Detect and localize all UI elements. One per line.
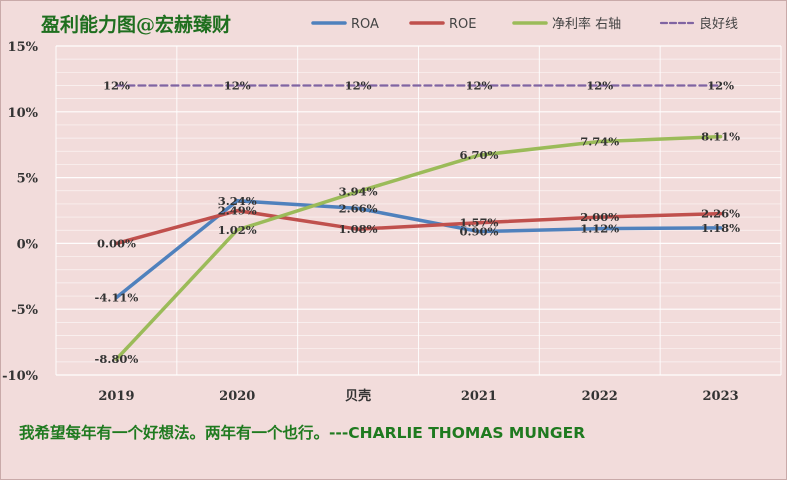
y-tick-label: 15%: [8, 40, 39, 55]
data-label: 0.90%: [459, 225, 498, 239]
chart-title: 盈利能力图@宏赫臻财: [41, 14, 232, 36]
y-tick-label: 0%: [17, 237, 39, 252]
data-label: 2.49%: [218, 204, 257, 218]
x-tick-label: 2020: [219, 389, 255, 404]
data-label: -8.80%: [95, 352, 139, 366]
data-label: 1.02%: [218, 223, 257, 237]
data-labels: -4.11% 3.24% 2.66% 0.90% 1.12% 1.18% 0.00% 2.49…: [95, 78, 741, 366]
data-label: 1.08%: [339, 222, 378, 236]
legend-label: ROA: [351, 17, 379, 32]
legend-label: ROE: [449, 17, 476, 32]
data-label: 6.70%: [459, 148, 498, 162]
data-label: 12%: [586, 78, 613, 92]
x-tick-label: 2023: [702, 389, 738, 404]
data-label: 12%: [465, 78, 492, 92]
data-label: 2.66%: [339, 201, 378, 215]
series-line: [114, 208, 723, 246]
line-chart: 15% 10% 5% 0% -5% -10% 2019 2020 贝壳 2021 2022 2023…: [2, 16, 782, 404]
data-label: 2.26%: [701, 207, 740, 221]
y-axis-ticks: 15% 10% 5% 0% -5% -10%: [2, 40, 38, 384]
data-label: 1.57%: [459, 216, 498, 230]
data-label: 3.24%: [218, 194, 257, 208]
grid-lines: [55, 45, 782, 376]
data-label: 12%: [707, 78, 734, 92]
legend: ROA ROE 净利率 右轴 良好线: [311, 16, 738, 32]
data-label: 12%: [224, 78, 251, 92]
data-label: 1.18%: [701, 221, 740, 235]
x-tick-label: 贝壳: [345, 388, 371, 404]
x-tick-label: 2019: [98, 389, 134, 404]
data-label: 7.74%: [580, 135, 619, 149]
y-tick-label: -10%: [2, 369, 38, 384]
y-tick-label: 10%: [8, 106, 39, 121]
data-label: -4.11%: [95, 290, 139, 304]
legend-label: 净利率 右轴: [552, 16, 621, 32]
x-tick-label: 2021: [461, 389, 497, 404]
legend-label: 良好线: [699, 16, 738, 32]
x-axis-ticks: 2019 2020 贝壳 2021 2022 2023: [98, 388, 738, 404]
data-label: 12%: [345, 78, 372, 92]
quote-text: 我希望每年有一个好想法。两年有一个也行。---CHARLIE THOMAS MU…: [19, 424, 586, 442]
data-label: 0.00%: [97, 236, 136, 250]
series-line: [114, 134, 723, 361]
data-label: 1.12%: [580, 222, 619, 236]
x-tick-label: 2022: [582, 389, 618, 404]
data-label: 3.94%: [339, 185, 378, 199]
data-label: 2.00%: [580, 210, 619, 224]
data-label: 12%: [103, 78, 130, 92]
y-tick-label: 5%: [17, 172, 39, 187]
y-tick-label: -5%: [11, 303, 38, 318]
data-label: 8.11%: [701, 130, 740, 144]
series-lines: [114, 84, 723, 361]
